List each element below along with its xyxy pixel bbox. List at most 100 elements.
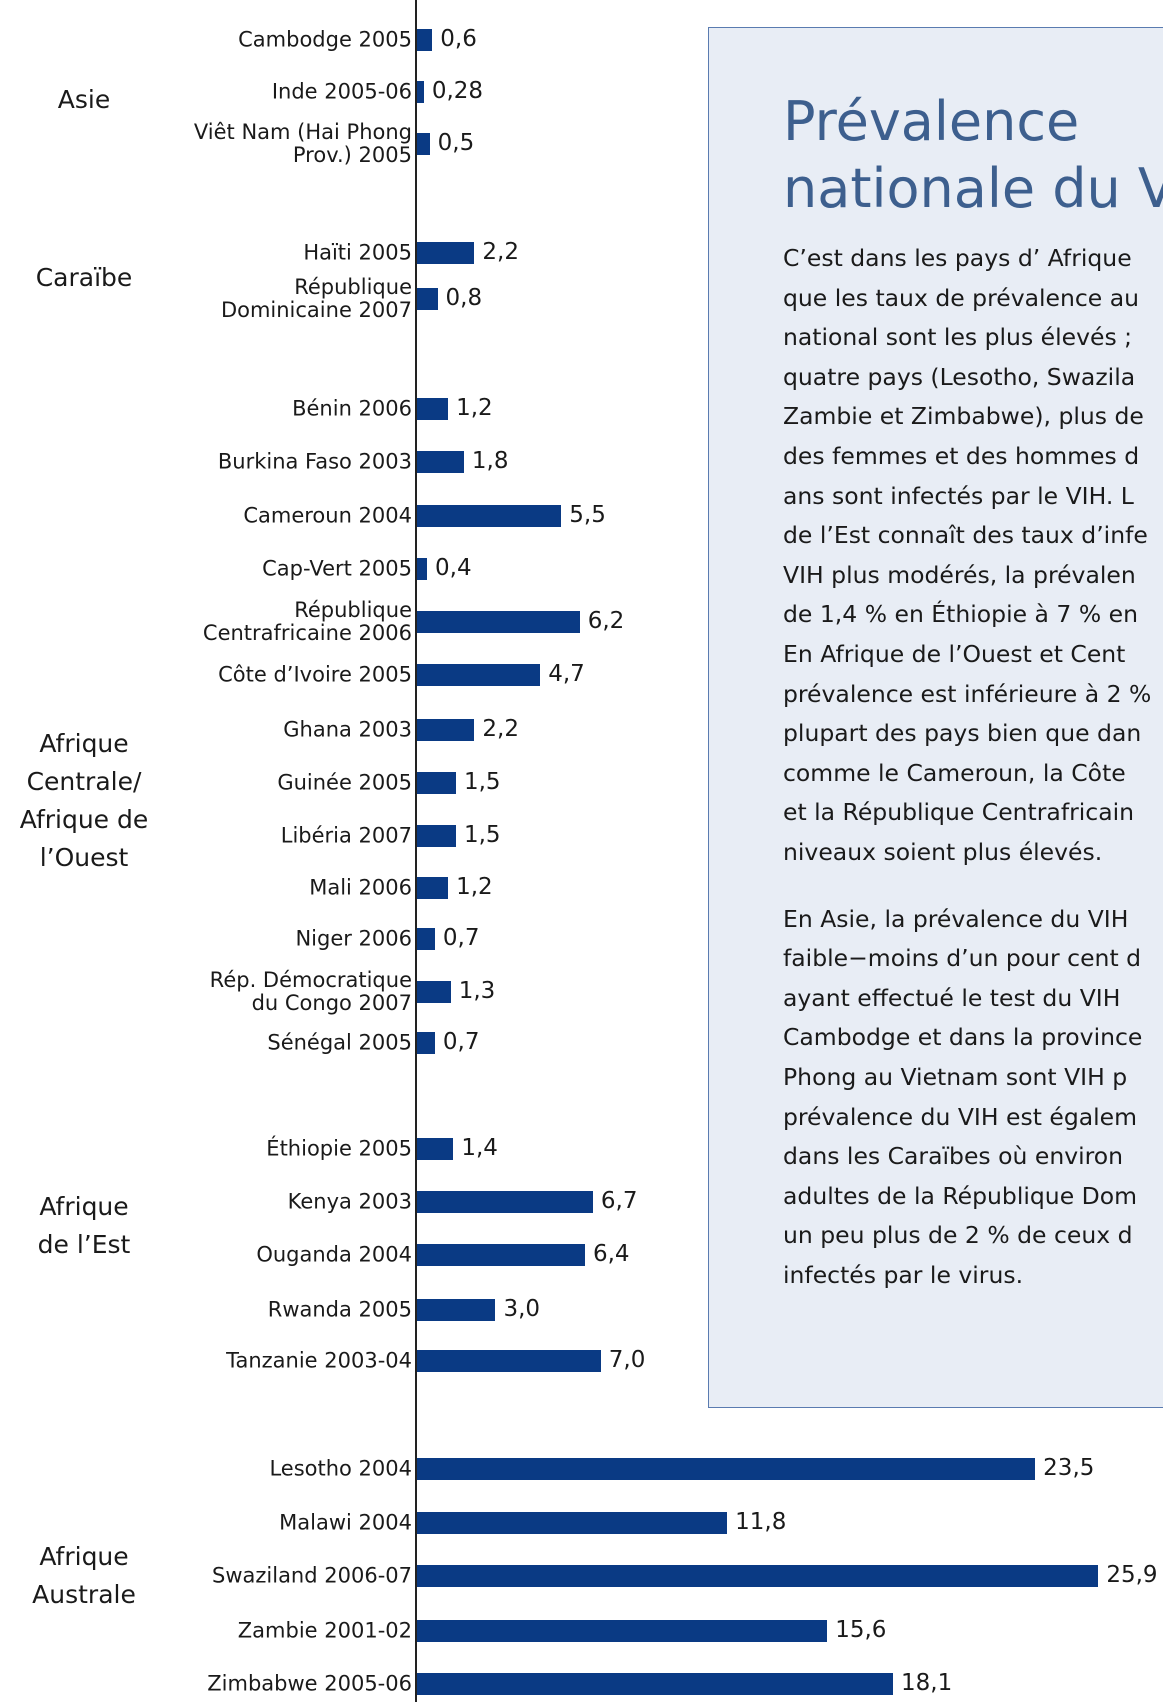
group-label: Caraïbe — [35, 263, 133, 293]
paragraph-line: des femmes et des hommes d — [783, 442, 1140, 470]
value-label: 18,1 — [901, 1670, 953, 1697]
value-label: 23,5 — [1043, 1455, 1095, 1482]
paragraph-line: VIH plus modérés, la prévalen — [783, 560, 1136, 589]
bar — [416, 1511, 728, 1534]
value-label: 1,5 — [463, 769, 501, 795]
category-label: Libéria 2007 — [280, 823, 412, 848]
paragraph-line: plupart des pays bien que dan — [783, 719, 1142, 748]
category-label: Malawi 2004 — [279, 1510, 412, 1535]
category-label: Cameroun 2004 — [243, 503, 412, 528]
value-label: 11,8 — [735, 1508, 787, 1535]
bar — [416, 1564, 1099, 1587]
bar — [416, 1673, 894, 1696]
category-label: République Dominicaine 2007 — [220, 274, 412, 322]
group-label: Asie — [57, 84, 111, 114]
category-label: Éthiopie 2005 — [266, 1136, 412, 1161]
value-label: 1,2 — [456, 874, 493, 901]
group-label: Afrique Centrale/ Afrique de l’Ouest — [19, 729, 149, 873]
category-label: Niger 2006 — [295, 926, 412, 951]
category-label: Tanzanie 2003-04 — [226, 1348, 412, 1373]
bar — [416, 133, 430, 156]
category-label: Burkina Faso 2003 — [217, 449, 412, 474]
category-label: Côte d’Ivoire 2005 — [218, 662, 412, 687]
category-label: Viêt Nam (Hai Phong Prov.) 2005 — [193, 120, 412, 168]
bar — [416, 1349, 601, 1372]
paragraph-line: Cambodge et dans la province — [783, 1023, 1143, 1052]
axis-line — [415, 0, 417, 1702]
paragraph-line: En Afrique de l’Ouest et Cent — [783, 640, 1126, 668]
bar — [416, 1137, 454, 1160]
category-label: Haïti 2005 — [303, 240, 412, 265]
bar — [416, 1458, 1036, 1481]
value-label: 1,2 — [456, 395, 493, 422]
value-label: 0,5 — [437, 130, 475, 157]
bar — [416, 287, 438, 310]
value-label: 5,5 — [569, 501, 606, 528]
category-label: Bénin 2006 — [292, 396, 412, 421]
category-label: Cambodge 2005 — [238, 27, 412, 52]
category-label: Swaziland 2006-07 — [212, 1563, 412, 1588]
bar — [416, 825, 456, 848]
paragraph-line: infectés par le virus. — [783, 1261, 1024, 1289]
value-label: 25,9 — [1106, 1561, 1158, 1588]
paragraph-line: Phong au Vietnam sont VIH p — [783, 1063, 1128, 1091]
group-label: Afrique de l’Est — [37, 1192, 131, 1260]
value-label: 0,4 — [435, 555, 472, 582]
paragraph-line: ans sont infectés par le VIH. L — [783, 481, 1134, 510]
paragraph-line: prévalence du VIH est égalem — [783, 1102, 1138, 1131]
value-label: 2,2 — [482, 715, 519, 742]
paragraph-line: de 1,4 % en Éthiopie à 7 % en — [783, 600, 1138, 629]
value-label: 3,0 — [503, 1295, 541, 1322]
bar — [416, 1298, 496, 1321]
value-label: 6,4 — [592, 1241, 630, 1268]
value-label: 4,7 — [548, 661, 585, 688]
bar — [416, 980, 451, 1003]
category-label: Cap-Vert 2005 — [262, 556, 412, 581]
category-label: Guinée 2005 — [277, 770, 412, 795]
bar — [416, 81, 424, 104]
value-label: 2,2 — [482, 239, 519, 266]
bar — [416, 928, 435, 951]
panel-title: Prévalence nationale du V — [783, 90, 1163, 220]
category-label: République Centrafricaine 2006 — [202, 598, 412, 646]
bar — [416, 1191, 593, 1214]
bar — [416, 504, 562, 527]
bar — [416, 1620, 828, 1643]
bar — [416, 877, 449, 900]
value-label: 6,7 — [600, 1188, 638, 1215]
paragraph-line: dans les Caraïbes où environ — [783, 1142, 1124, 1171]
paragraph-line: Zambie et Zimbabwe), plus de — [783, 402, 1144, 431]
value-label: 6,2 — [587, 608, 625, 635]
category-label: Inde 2005-06 — [271, 79, 412, 104]
value-label: 0,28 — [431, 78, 484, 105]
paragraph-line: prévalence est inférieure à 2 % — [783, 679, 1152, 708]
category-label: Ouganda 2004 — [256, 1242, 412, 1267]
paragraph-line: de l’Est connaît des taux d’infe — [783, 521, 1148, 550]
paragraph-line: En Asie, la prévalence du VIH — [783, 904, 1129, 933]
bar — [416, 29, 433, 52]
paragraph-line: adultes de la République Dom — [783, 1181, 1137, 1210]
value-label: 1,5 — [463, 822, 501, 849]
value-label: 15,6 — [835, 1617, 887, 1644]
value-label: 7,0 — [608, 1346, 646, 1373]
bar — [416, 772, 456, 794]
bar — [416, 611, 580, 634]
category-label: Lesotho 2004 — [269, 1456, 412, 1481]
category-label: Zambie 2001-02 — [237, 1618, 412, 1643]
bar — [416, 242, 475, 265]
value-label: 0,8 — [445, 284, 483, 311]
bar — [416, 1031, 435, 1054]
text-panel: Prévalence nationale du V C’est dans les… — [708, 27, 1163, 1408]
paragraph-line: ayant effectué le test du VIH — [783, 983, 1121, 1012]
bar — [416, 398, 449, 421]
bar — [416, 1244, 585, 1267]
category-label: Ghana 2003 — [283, 717, 412, 742]
paragraph-line: et la République Centrafricain — [783, 798, 1135, 827]
value-label: 0,7 — [442, 925, 480, 952]
category-label: Rép. Démocratique du Congo 2007 — [209, 967, 412, 1015]
paragraph-line: que les taux de prévalence au — [783, 283, 1140, 312]
paragraph-line: faible−moins d’un pour cent d — [783, 944, 1142, 973]
bar — [416, 664, 541, 687]
paragraph-line: national sont les plus élevés ; — [783, 323, 1133, 352]
value-label: 1,3 — [458, 977, 496, 1004]
